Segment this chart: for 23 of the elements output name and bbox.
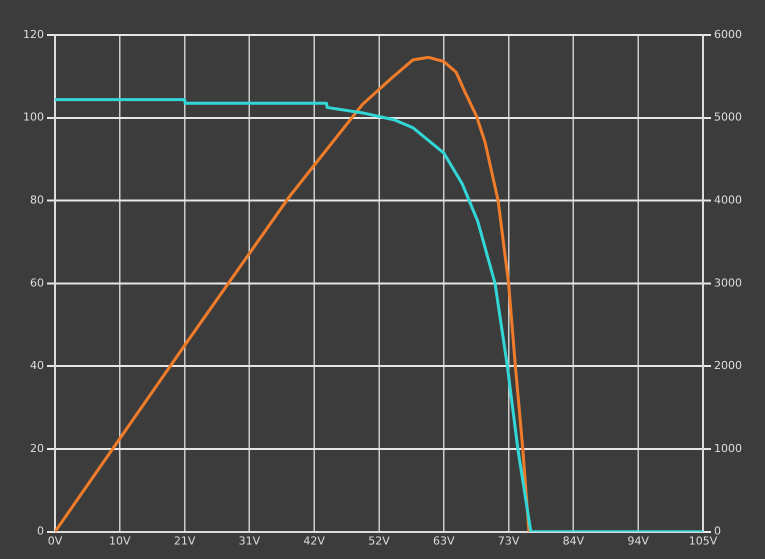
y2-tick-label: 4000 <box>714 193 742 206</box>
x-tick-label: 52V <box>368 534 390 548</box>
x-tick-label: 21V <box>174 534 196 548</box>
y-tick-label: 0 <box>36 524 44 538</box>
y-tick-label: 20 <box>30 442 44 455</box>
x-tick-label: 0V <box>48 534 63 548</box>
y2-tick-label: 5000 <box>714 110 742 124</box>
y-tick-label: 60 <box>30 276 44 290</box>
y2-tick-label: 1000 <box>714 442 742 455</box>
y2-tick-label: 2000 <box>714 359 742 372</box>
x-tick-label: 63V <box>433 534 456 548</box>
x-tick-label: 10V <box>109 534 132 548</box>
x-tick-label: 84V <box>562 534 585 548</box>
y-tick-label: 100 <box>22 110 44 124</box>
y2-tick-label: 6000 <box>714 28 742 41</box>
y-tick-label: 80 <box>30 193 44 206</box>
x-tick-label: 73V <box>498 534 520 548</box>
y-tick-label: 120 <box>22 28 44 41</box>
x-tick-label: 94V <box>627 534 650 548</box>
x-tick-label: 42V <box>303 534 326 548</box>
x-tick-label: 31V <box>238 534 261 548</box>
y2-tick-label: 3000 <box>714 276 742 290</box>
y-tick-label: 40 <box>30 359 44 372</box>
